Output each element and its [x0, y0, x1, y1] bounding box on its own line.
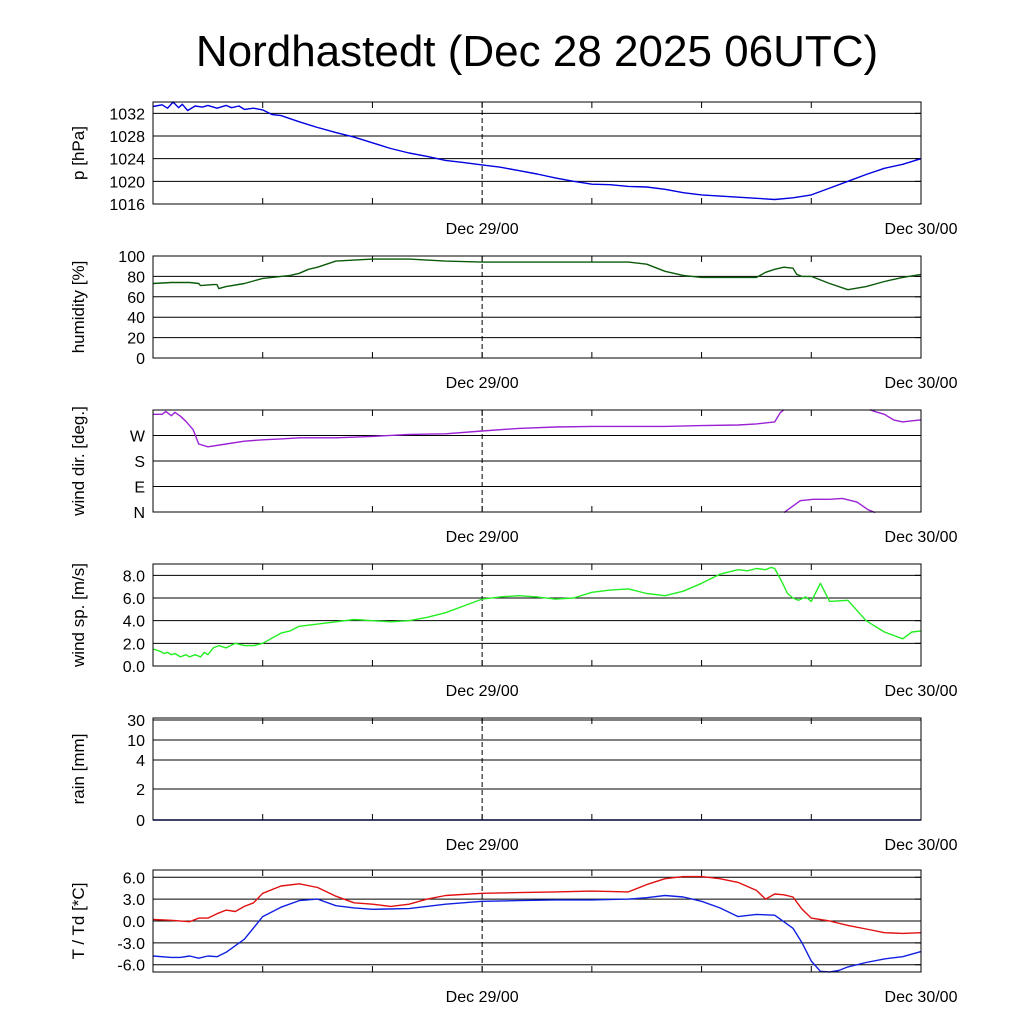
- y-axis-label: humidity [%]: [69, 261, 88, 354]
- panel-temperature: 6.0 3.0 0.0 -3.0 -6.0 T / Td [*C] Dec 29/00 Dec…: [69, 869, 958, 1006]
- series-wind_direction-1: [783, 497, 876, 514]
- x-tick-label: Dec 30/00: [885, 529, 958, 546]
- y-tick-label: 0.0: [123, 914, 145, 931]
- y-tick-label: W: [130, 429, 146, 446]
- series-wind_speed-0: [152, 566, 922, 658]
- y-tick-label: 0: [136, 351, 145, 368]
- y-tick-label: 60: [127, 290, 145, 307]
- x-tick-label: Dec 29/00: [446, 529, 519, 546]
- x-tick-label: Dec 30/00: [885, 221, 958, 238]
- panel-pressure: 1032 1028 1024 1020 1016 p [hPa] Dec 29/00 Dec …: [69, 101, 958, 238]
- x-tick-label: Dec 30/00: [885, 837, 958, 854]
- x-tick-label: Dec 30/00: [885, 989, 958, 1006]
- x-tick-label: Dec 30/00: [885, 683, 958, 700]
- panel-wind_speed: 8.0 6.0 4.0 2.0 0.0 wind sp. [m/s] Dec 29/00 De…: [69, 563, 958, 700]
- series-temperature-1: [152, 894, 922, 973]
- panel-frame: [152, 409, 922, 513]
- series-temperature-0: [152, 875, 922, 935]
- x-tick-label: Dec 29/00: [446, 683, 519, 700]
- y-tick-label: 30: [127, 713, 145, 730]
- series-wind_direction-0: [153, 409, 922, 448]
- y-axis-label: p [hPa]: [69, 126, 88, 180]
- y-axis-label: rain [mm]: [69, 734, 88, 805]
- panel-frame: [152, 101, 922, 205]
- y-tick-label: 6.0: [123, 591, 145, 608]
- x-tick-label: Dec 30/00: [885, 375, 958, 392]
- panel-rain: 30 10 4 2 0 rain [mm] Dec 29/00 Dec 30/00: [69, 713, 958, 854]
- y-axis-label: wind dir. [deg.]: [69, 406, 88, 517]
- y-tick-label: 0.0: [123, 659, 145, 676]
- y-tick-label: 2: [136, 782, 145, 799]
- x-tick-label: Dec 29/00: [446, 221, 519, 238]
- panel-frame: [152, 717, 922, 821]
- y-tick-label: 20: [127, 331, 145, 348]
- y-tick-label: -6.0: [117, 958, 145, 975]
- x-tick-label: Dec 29/00: [446, 375, 519, 392]
- y-axis-label: T / Td [*C]: [69, 883, 88, 960]
- series-pressure-0: [152, 101, 922, 201]
- y-tick-label: 10: [127, 733, 145, 750]
- y-tick-label: 4: [136, 753, 145, 770]
- y-tick-label: 1016: [109, 197, 145, 214]
- y-tick-label: E: [134, 480, 145, 497]
- panel-frame: [152, 563, 922, 667]
- y-tick-label: -3.0: [117, 936, 145, 953]
- y-tick-label: 100: [118, 249, 145, 266]
- y-tick-label: 80: [127, 269, 145, 286]
- series-humidity-0: [152, 258, 922, 291]
- y-tick-label: 0: [136, 813, 145, 830]
- y-tick-label: 40: [127, 310, 145, 327]
- y-tick-label: 1028: [109, 129, 145, 146]
- y-tick-label: 4.0: [123, 614, 145, 631]
- y-tick-label: N: [133, 505, 145, 522]
- y-axis-label: wind sp. [m/s]: [69, 563, 88, 668]
- panel-humidity: 100 80 60 40 20 0 humidity [%] Dec 29/00 Dec 30/…: [69, 249, 958, 392]
- y-tick-label: 2.0: [123, 636, 145, 653]
- y-tick-label: S: [134, 454, 145, 471]
- y-tick-label: 1020: [109, 174, 145, 191]
- chart-title: Nordhastedt (Dec 28 2025 06UTC): [196, 27, 878, 76]
- y-tick-label: 3.0: [123, 892, 145, 909]
- y-tick-label: 1032: [109, 106, 145, 123]
- panel-frame: [152, 869, 922, 973]
- panel-frame: [152, 255, 922, 359]
- y-tick-label: 1024: [109, 152, 145, 169]
- y-tick-label: 6.0: [123, 870, 145, 887]
- x-tick-label: Dec 29/00: [446, 989, 519, 1006]
- x-tick-label: Dec 29/00: [446, 837, 519, 854]
- y-tick-label: 8.0: [123, 568, 145, 585]
